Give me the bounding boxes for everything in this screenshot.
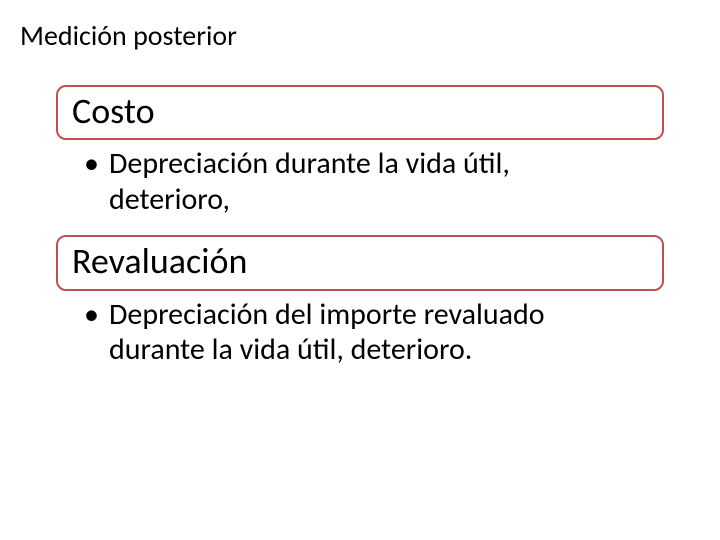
page-title: Medición posterior [20,18,700,53]
content-blocks: Costo • Depreciación durante la vida úti… [20,85,700,385]
section-heading-box: Costo [56,85,664,140]
section-heading-box: Revaluación [56,235,664,290]
slide: Medición posterior Costo • Depreciación … [0,0,720,540]
section-heading: Revaluación [72,239,247,283]
bullet-text: Depreciación durante la vida útil, deter… [109,146,636,217]
bullet-text: Depreciación del importe revaluado duran… [109,297,636,368]
section-heading: Costo [72,89,155,133]
bullet-item: • Depreciación del importe revaluado dur… [56,293,664,386]
bullet-marker: • [84,146,99,181]
bullet-marker: • [84,297,99,332]
bullet-item: • Depreciación durante la vida útil, det… [56,142,664,235]
